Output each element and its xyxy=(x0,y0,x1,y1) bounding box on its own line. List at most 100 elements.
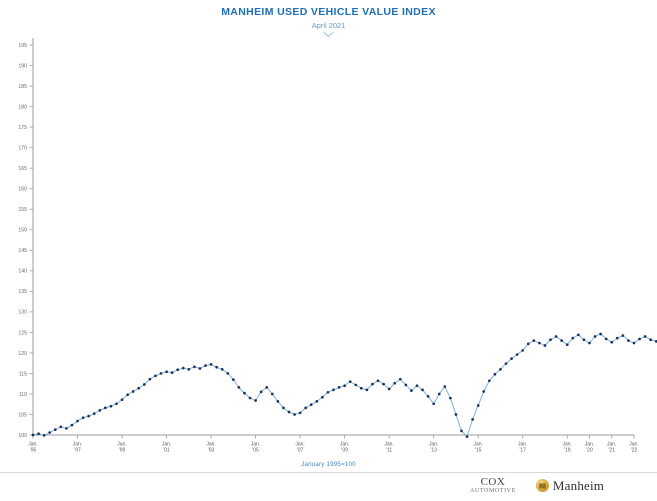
series-data-point xyxy=(154,374,157,378)
series-data-point xyxy=(593,335,597,338)
series-data-point xyxy=(92,412,96,415)
series-data-point xyxy=(159,372,163,375)
series-data-point xyxy=(48,431,52,434)
x-axis-tick-label: '05 xyxy=(252,448,259,454)
series-data-point xyxy=(482,390,486,393)
series-data-point xyxy=(87,414,90,418)
series-data-point xyxy=(204,364,207,367)
series-data-point xyxy=(332,388,335,392)
series-data-point xyxy=(65,427,68,430)
series-data-point xyxy=(53,428,57,432)
series-data-point xyxy=(632,341,636,345)
x-axis-tick-label: Jan. xyxy=(384,442,393,448)
series-data-point xyxy=(532,339,536,342)
x-axis-tick-label: Jan. xyxy=(28,442,37,448)
manheim-logo: Manheim xyxy=(535,478,604,494)
series-data-point xyxy=(237,386,241,389)
y-axis-tick-label: 100 xyxy=(18,433,27,439)
y-axis-tick-label: 150 xyxy=(18,228,27,234)
series-data-point xyxy=(404,383,408,387)
y-axis-tick-label: 130 xyxy=(18,310,27,316)
series-data-point xyxy=(321,395,324,399)
series-data-point xyxy=(621,334,625,337)
y-axis-tick-label: 165 xyxy=(18,166,27,172)
series-data-point xyxy=(31,433,35,437)
series-data-point xyxy=(387,387,391,391)
x-axis-tick-label: '21 xyxy=(608,448,615,454)
x-axis-tick-label: '20 xyxy=(586,448,593,454)
series-data-point xyxy=(70,423,74,427)
series-data-point xyxy=(282,406,285,410)
caret-container xyxy=(0,31,657,40)
series-data-point xyxy=(398,377,402,381)
series-data-point xyxy=(198,367,202,370)
y-axis-tick-label: 175 xyxy=(18,125,27,131)
series-data-point xyxy=(426,395,430,398)
series-data-point xyxy=(109,404,113,408)
series-data-point xyxy=(526,342,530,346)
series-data-point xyxy=(337,386,341,389)
x-axis-tick-label: Jan. xyxy=(295,442,304,448)
y-axis-tick-label: 120 xyxy=(18,351,27,357)
series-data-point xyxy=(131,390,135,393)
x-axis-tick-label: Jan. xyxy=(162,442,171,448)
series-data-point xyxy=(270,392,274,396)
x-axis-tick-label: '99 xyxy=(119,448,126,454)
series-data-point xyxy=(521,349,525,352)
x-axis-tick-label: '15 xyxy=(475,448,482,454)
series-data-point xyxy=(137,386,141,390)
series-data-point xyxy=(103,406,107,410)
series-data-point xyxy=(298,411,302,415)
y-axis-tick-label: 145 xyxy=(18,248,27,254)
y-axis-tick-label: 135 xyxy=(18,289,27,295)
series-data-point xyxy=(382,382,385,386)
series-data-point xyxy=(148,377,152,381)
x-axis-tick-label: '01 xyxy=(163,448,170,454)
footer-logos: COX AUTOMOTIVE Manheim xyxy=(470,470,657,501)
cox-logo-sub: AUTOMOTIVE xyxy=(470,488,516,494)
series-data-point xyxy=(231,378,235,381)
x-axis-tick-label: '95 xyxy=(30,448,37,454)
series-data-point xyxy=(165,370,168,374)
x-axis-tick-label: Jan. xyxy=(473,442,482,448)
y-axis-tick-label: 185 xyxy=(18,84,27,90)
cox-logo-main: COX xyxy=(480,476,506,488)
x-axis-tick-label: Jan. xyxy=(251,442,260,448)
series-data-point xyxy=(365,388,369,392)
series-data-point xyxy=(504,362,508,365)
series-data-point xyxy=(309,403,313,406)
series-data-point xyxy=(376,379,380,383)
series-data-point xyxy=(343,384,346,388)
x-axis-tick-label: Jan. xyxy=(206,442,215,448)
series-data-point xyxy=(254,399,257,402)
series-data-point xyxy=(415,384,419,388)
chart-subtitle: April 2021 xyxy=(311,21,346,30)
series-data-point xyxy=(499,367,502,371)
manheim-crown-icon xyxy=(535,479,549,492)
series-data-point xyxy=(248,396,252,400)
y-axis-tick-label: 190 xyxy=(18,63,27,69)
series-data-point xyxy=(209,363,213,366)
series-data-point xyxy=(181,366,185,370)
series-data-point xyxy=(549,338,552,342)
series-data-point xyxy=(287,410,291,414)
x-axis-tick-label: '17 xyxy=(519,448,526,454)
series-data-point xyxy=(98,409,102,412)
series-data-point xyxy=(304,406,308,410)
series-data-point xyxy=(76,419,79,423)
chevron-down-icon xyxy=(0,31,657,38)
x-axis-tick-label: Jan. xyxy=(562,442,571,448)
series-data-point xyxy=(421,388,424,392)
x-axis: Jan.'95Jan.'97Jan.'99Jan.'01Jan.'03Jan.'… xyxy=(28,434,639,454)
series-data-point xyxy=(510,357,513,360)
series-data-point xyxy=(577,333,580,337)
series-data-point xyxy=(565,343,569,347)
series-data-point xyxy=(220,367,224,371)
series-data-point xyxy=(42,434,46,437)
data-series-manheim-index xyxy=(31,332,657,438)
series-data-point xyxy=(59,425,63,429)
series-data-point xyxy=(560,339,564,342)
